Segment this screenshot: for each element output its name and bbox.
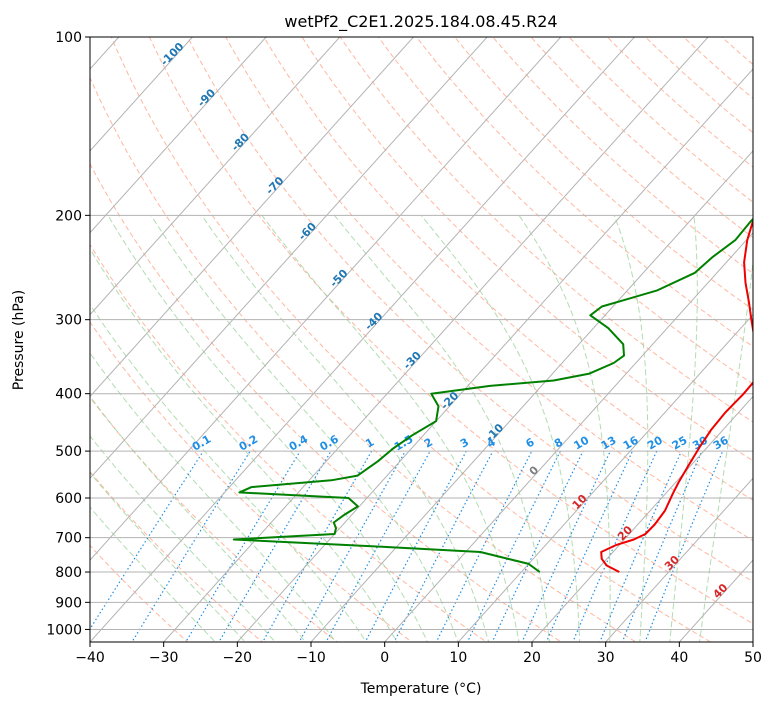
moist-adiabat-line [613, 215, 649, 642]
dry-adiabat-line [454, 37, 753, 311]
isotherm-line [604, 477, 753, 642]
isotherm-line [383, 231, 753, 642]
isotherm-line [236, 68, 753, 642]
x-tick-label: −30 [149, 650, 179, 666]
dewpoint-profile-line [232, 217, 753, 573]
y-tick-label: 100 [55, 30, 82, 46]
dry-adiabat-line [90, 396, 338, 642]
isotherm-line [90, 37, 415, 398]
dry-adiabat-line [90, 76, 637, 642]
moist-adiabat-line [90, 247, 398, 642]
x-tick-label: −20 [223, 650, 253, 666]
x-axis-label: Temperature (°C) [360, 681, 482, 697]
y-tick-label: 200 [55, 208, 82, 224]
moist-adiabat-line [669, 215, 698, 642]
moist-adiabat-line [90, 506, 216, 642]
y-tick-label: 300 [55, 313, 82, 329]
isotherm-line [90, 37, 488, 480]
x-tick-label: −40 [75, 650, 105, 666]
dry-adiabat-line [187, 37, 753, 583]
dry-adiabat-line [301, 37, 753, 462]
plot-area: -100-90-80-70-60-50-40-30-20-10010203040… [0, 24, 753, 654]
isotherm-line [90, 37, 562, 561]
isotherms [0, 24, 753, 654]
dry-adiabat-line [90, 162, 563, 642]
x-tick-label: 10 [449, 650, 467, 666]
isotherm-line [90, 37, 341, 316]
moist-adiabat-line [107, 215, 429, 642]
y-tick-label: 700 [55, 531, 82, 547]
y-axis-ticks: 100 200 300 400 500 600 700 800 900 1000 [46, 30, 90, 638]
y-tick-label: 500 [55, 444, 82, 460]
pressure-gridlines [90, 37, 753, 630]
dry-adiabat-line [339, 37, 753, 423]
y-tick-label: 600 [55, 491, 82, 507]
isotherm-line [90, 37, 194, 152]
x-axis-ticks: −40 −30 −20 −10 0 10 20 30 40 50 [75, 642, 762, 666]
moist-adiabat-line [334, 214, 550, 642]
dry-adiabat-line [90, 470, 264, 642]
moist-adiabat-line [90, 395, 307, 642]
moist-adiabat-line [90, 303, 367, 642]
chart-title: wetPf2_C2E1.2025.184.08.45.R24 [284, 12, 557, 32]
isotherm-line [90, 37, 636, 642]
dry-adiabat-line [110, 37, 712, 642]
x-tick-label: 50 [744, 650, 762, 666]
isotherm-line [310, 150, 753, 642]
x-tick-label: 30 [597, 650, 615, 666]
moist-adiabat-line [90, 352, 337, 642]
y-tick-label: 400 [55, 387, 82, 403]
y-tick-label: 1000 [46, 622, 82, 638]
x-tick-label: −10 [296, 650, 326, 666]
x-tick-label: 40 [670, 650, 688, 666]
moist-adiabat-line [150, 215, 459, 642]
isotherm-line [531, 395, 753, 642]
y-axis-label: Pressure (hPa) [11, 290, 27, 390]
isotherm-line [90, 37, 267, 234]
isotherm-line [162, 37, 709, 642]
temperature-profile-line [600, 217, 753, 573]
y-tick-label: 800 [55, 565, 82, 581]
y-tick-label: 900 [55, 595, 82, 611]
isotherm-line [457, 313, 753, 642]
plot-frame [89, 36, 754, 643]
profile-lines [232, 217, 753, 573]
moist-adiabat-line [261, 215, 520, 642]
moist-adiabat-line [90, 471, 246, 642]
moist-adiabats [90, 214, 753, 642]
x-tick-label: 20 [523, 650, 541, 666]
isotherm-line [0, 24, 57, 654]
x-tick-label: 0 [380, 650, 389, 666]
